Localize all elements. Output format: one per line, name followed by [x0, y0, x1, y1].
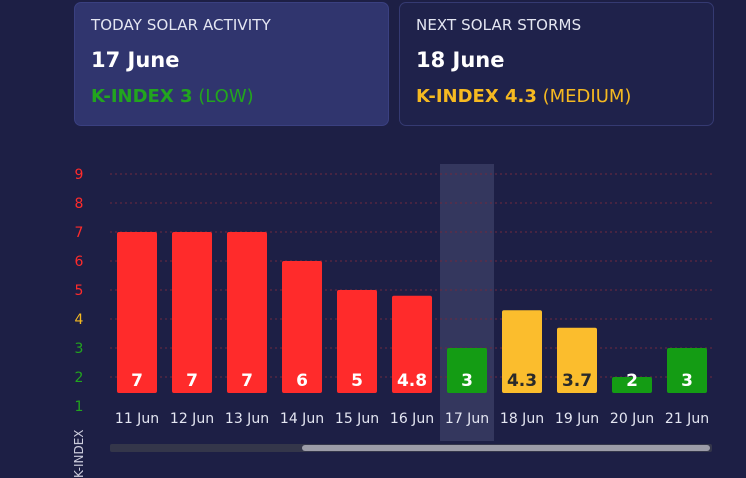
- y-tick-label: 8: [75, 196, 84, 212]
- bar-value-label: 4.3: [507, 371, 537, 391]
- x-tick-label: 17 Jun: [445, 411, 489, 427]
- bar: [337, 290, 377, 393]
- bar-value-label: 3: [461, 371, 473, 391]
- chart-scrollbar[interactable]: [110, 444, 712, 452]
- bar: [117, 232, 157, 393]
- y-tick-label: 6: [75, 254, 84, 270]
- y-tick-label: 2: [75, 370, 84, 386]
- x-tick-label: 19 Jun: [555, 411, 599, 427]
- chart-scrollbar-thumb[interactable]: [302, 445, 710, 451]
- next-storm-card: NEXT SOLAR STORMS 18 June K-INDEX 4.3 (M…: [399, 2, 714, 126]
- y-tick-label: 7: [75, 225, 84, 241]
- bar-value-label: 7: [241, 371, 253, 391]
- next-kindex: K-INDEX 4.3 (MEDIUM): [416, 86, 697, 107]
- y-tick-label: 4: [75, 312, 84, 328]
- bar: [557, 327, 597, 393]
- today-activity-date: 17 June: [91, 48, 180, 72]
- y-tick-label: 9: [75, 167, 84, 183]
- next-storm-label: NEXT SOLAR STORMS: [416, 16, 582, 34]
- bar: [667, 348, 707, 393]
- x-tick-label: 16 Jun: [390, 411, 434, 427]
- next-kindex-level: (MEDIUM): [542, 86, 632, 107]
- bar: [227, 232, 267, 393]
- y-axis-title: K-INDEX: [72, 430, 86, 478]
- next-kindex-value: K-INDEX 4.3: [416, 86, 537, 107]
- bar-value-label: 5: [351, 371, 363, 391]
- highlight-column: [440, 164, 494, 441]
- x-tick-label: 18 Jun: [500, 411, 544, 427]
- bar: [447, 348, 487, 393]
- today-kindex-value: K-INDEX 3: [91, 86, 193, 107]
- x-tick-label: 14 Jun: [280, 411, 324, 427]
- bar-value-label: 3.7: [562, 371, 592, 391]
- bar-value-label: 7: [131, 371, 143, 391]
- y-tick-label: 3: [75, 341, 84, 357]
- bar-value-label: 2: [626, 371, 638, 391]
- today-activity-label: TODAY SOLAR ACTIVITY: [91, 16, 271, 34]
- x-tick-label: 11 Jun: [115, 411, 159, 427]
- x-tick-label: 21 Jun: [665, 411, 709, 427]
- bar-value-label: 3: [681, 371, 693, 391]
- bar: [612, 377, 652, 393]
- x-tick-label: 12 Jun: [170, 411, 214, 427]
- bar: [172, 232, 212, 393]
- bar: [282, 261, 322, 393]
- today-kindex: K-INDEX 3 (LOW): [91, 86, 372, 107]
- x-tick-label: 20 Jun: [610, 411, 654, 427]
- today-kindex-level: (LOW): [198, 86, 254, 107]
- x-tick-label: 13 Jun: [225, 411, 269, 427]
- y-tick-label: 5: [75, 283, 84, 299]
- today-activity-card: TODAY SOLAR ACTIVITY 17 June K-INDEX 3 (…: [74, 2, 389, 126]
- bar-value-label: 4.8: [397, 371, 427, 391]
- bar-value-label: 7: [186, 371, 198, 391]
- bar-value-label: 6: [296, 371, 308, 391]
- bar: [502, 310, 542, 393]
- y-tick-label: 1: [75, 399, 84, 415]
- x-tick-label: 15 Jun: [335, 411, 379, 427]
- bar: [392, 295, 432, 393]
- next-storm-date: 18 June: [416, 48, 505, 72]
